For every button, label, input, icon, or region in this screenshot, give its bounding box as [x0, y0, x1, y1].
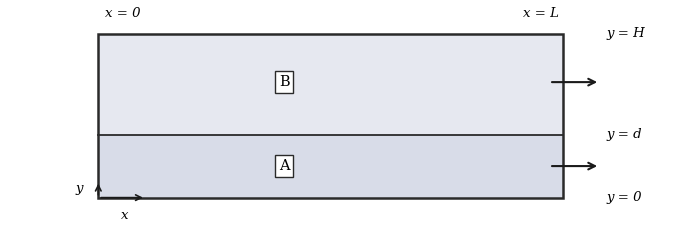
- Text: x = L: x = L: [523, 7, 559, 20]
- Bar: [98, 34, 563, 198]
- Text: y = 0: y = 0: [607, 191, 642, 204]
- Text: x: x: [121, 209, 128, 222]
- Text: B: B: [279, 75, 290, 89]
- Bar: [98, 34, 563, 134]
- Text: x = 0: x = 0: [105, 7, 140, 20]
- Text: A: A: [279, 159, 290, 173]
- Text: y = H: y = H: [607, 27, 645, 40]
- Text: y = d: y = d: [607, 128, 643, 141]
- Text: y: y: [75, 182, 83, 195]
- Bar: [98, 134, 563, 198]
